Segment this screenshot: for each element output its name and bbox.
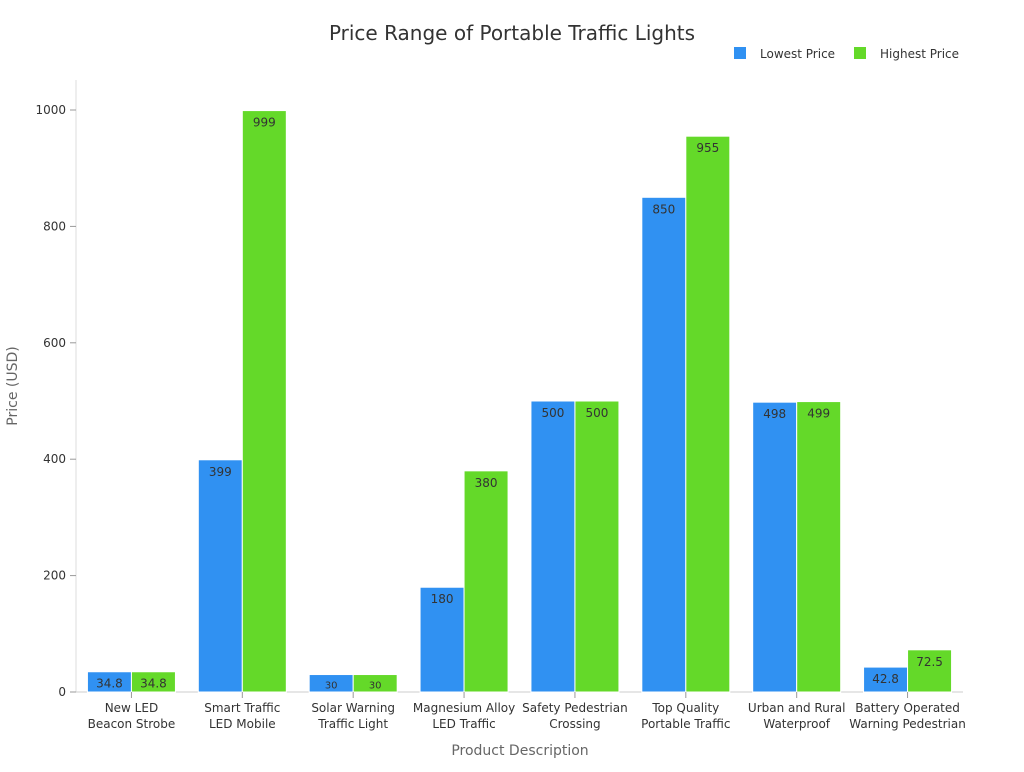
data-label: 955	[696, 141, 719, 155]
data-label: 42.8	[872, 672, 899, 686]
bar	[796, 401, 842, 693]
legend: Lowest Price Highest Price	[734, 47, 959, 61]
data-label: 498	[763, 407, 786, 421]
x-tick-label: Traffic Light	[317, 717, 388, 731]
bar	[130, 671, 176, 693]
x-tick-label: Safety Pedestrian	[522, 701, 628, 715]
y-tick-label: 1000	[35, 103, 66, 117]
x-tick-label: Crossing	[549, 717, 600, 731]
bar	[863, 666, 909, 693]
data-label: 399	[209, 465, 232, 479]
y-tick-label: 400	[43, 452, 66, 466]
legend-label: Lowest Price	[760, 47, 835, 61]
x-tick-label: LED Mobile	[209, 717, 276, 731]
data-label: 500	[541, 406, 564, 420]
bar	[241, 110, 287, 693]
y-tick-label: 0	[58, 685, 66, 699]
x-tick-label: Smart Traffic	[204, 701, 280, 715]
data-label: 499	[807, 407, 830, 421]
data-label: 999	[253, 116, 276, 130]
bar	[685, 135, 731, 693]
data-label: 380	[475, 476, 498, 490]
x-tick-label: Beacon Strobe	[88, 717, 176, 731]
x-axis-label: Product Description	[451, 743, 588, 759]
y-tick-label: 600	[43, 336, 66, 350]
y-tick-label: 800	[43, 219, 66, 233]
bar	[574, 400, 620, 693]
x-tick-label: New LED	[105, 701, 159, 715]
x-tick-label: Portable Traffic	[641, 717, 730, 731]
x-tick-label: Solar Warning	[311, 701, 395, 715]
data-label: 34.8	[96, 677, 123, 691]
bar	[463, 470, 509, 693]
data-label: 30	[325, 681, 338, 692]
bar	[907, 649, 953, 693]
x-tick-label: Magnesium Alloy	[413, 701, 515, 715]
x-tick-label: Urban and Rural	[748, 701, 846, 715]
x-tick-label: LED Traffic	[432, 717, 495, 731]
data-label: 72.5	[916, 655, 943, 669]
bar	[641, 196, 687, 693]
data-label: 34.8	[140, 677, 167, 691]
y-axis-label: Price (USD)	[5, 346, 21, 425]
x-tick-label: Battery Operated	[855, 701, 960, 715]
legend-swatch	[734, 47, 746, 59]
bar	[352, 674, 398, 693]
legend-label: Highest Price	[880, 47, 959, 61]
bar	[419, 586, 465, 693]
bar	[530, 400, 576, 693]
x-tick-label: Warning Pedestrian	[849, 717, 966, 731]
y-tick-label: 200	[43, 569, 66, 583]
data-label: 30	[369, 681, 382, 692]
data-label: 850	[652, 202, 675, 216]
data-label: 180	[431, 592, 454, 606]
bar	[752, 401, 798, 693]
chart-title: Price Range of Portable Traffic Lights	[329, 21, 695, 45]
data-label: 500	[585, 406, 608, 420]
x-tick-label: Waterproof	[763, 717, 830, 731]
legend-swatch	[854, 47, 866, 59]
bar	[197, 459, 243, 693]
x-tick-label: Top Quality	[651, 701, 719, 715]
